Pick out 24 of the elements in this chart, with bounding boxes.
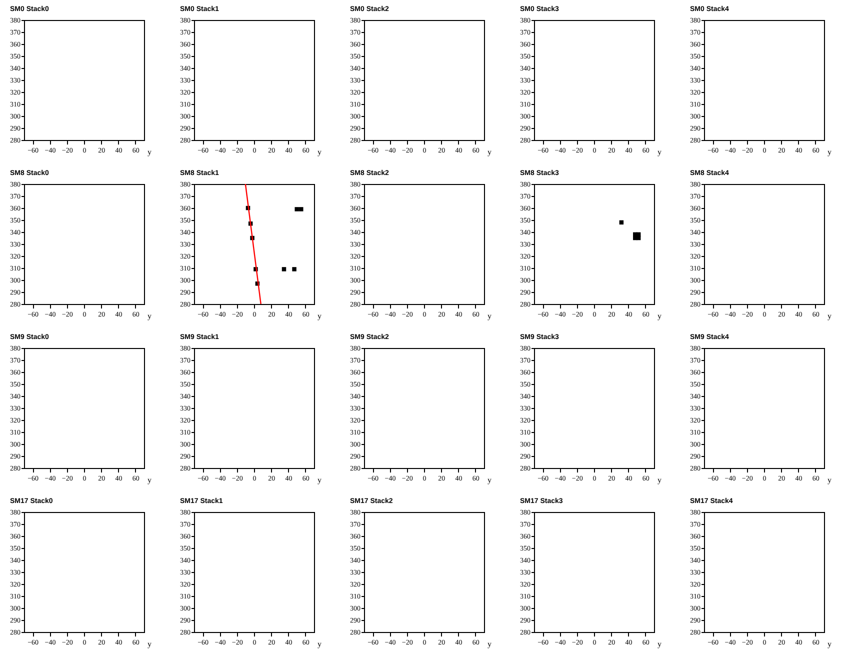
x-axis-title: y: [828, 148, 832, 156]
x-axis-title: y: [658, 148, 662, 156]
x-axis-title: y: [318, 640, 322, 648]
x-axis-title: y: [148, 148, 152, 156]
x-axis-title: y: [828, 640, 832, 648]
x-axis-title: y: [318, 148, 322, 156]
x-axis-title: y: [488, 148, 492, 156]
x-axis-title: y: [488, 312, 492, 320]
point: [292, 267, 296, 272]
x-axis-title: y: [488, 640, 492, 648]
point: [294, 207, 299, 212]
x-axis-title: y: [658, 312, 662, 320]
x-axis-title: y: [148, 476, 152, 484]
x-axis-title: y: [148, 312, 152, 320]
x-axis-title: y: [828, 312, 832, 320]
x-axis-title: y: [318, 312, 322, 320]
x-axis-title: y: [658, 640, 662, 648]
x-axis-title: y: [488, 476, 492, 484]
x-axis-title: y: [148, 640, 152, 648]
point: [299, 207, 304, 212]
x-axis-title: y: [318, 476, 322, 484]
point: [282, 267, 286, 272]
x-axis-title: y: [828, 476, 832, 484]
x-axis-title: y: [658, 476, 662, 484]
